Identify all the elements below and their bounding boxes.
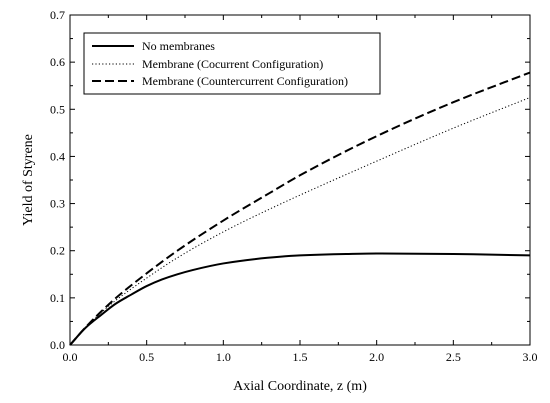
x-axis-title: Axial Coordinate, z (m): [233, 379, 367, 394]
y-tick-label: 0.0: [50, 338, 65, 352]
series-layer: [69, 71, 531, 346]
y-axis-title: Yield of Styrene: [21, 134, 36, 226]
series-membrane-cocurrent: [69, 97, 531, 346]
y-tick-label: 0.7: [50, 8, 65, 22]
y-tick-label: 0.3: [50, 197, 65, 211]
series-no-membranes: [69, 252, 531, 346]
y-tick-label: 0.1: [50, 291, 65, 305]
x-tick-label: 1.0: [216, 350, 231, 364]
y-tick-label: 0.4: [50, 149, 65, 163]
legend-label-cocurrent: Membrane (Cocurrent Configuration): [142, 57, 323, 71]
x-tick-label: 1.5: [293, 350, 308, 364]
axis-ticks: 0.0 0.5 1.0 1.5 2.0 2.5 3.0 0.0 0.1 0.2 0.3 0.4 0.5 0…: [50, 8, 538, 364]
x-tick-label: 2.0: [369, 350, 384, 364]
y-tick-label: 0.6: [50, 55, 65, 69]
series-membrane-countercurrent: [69, 71, 531, 346]
x-tick-label: 2.5: [446, 350, 461, 364]
y-tick-label: 0.2: [50, 244, 65, 258]
y-tick-label: 0.5: [50, 102, 65, 116]
x-tick-label: 0.0: [63, 350, 78, 364]
legend-label-countercurrent: Membrane (Countercurrent Configuration): [142, 74, 348, 88]
x-tick-label: 0.5: [139, 350, 154, 364]
x-tick-label: 3.0: [523, 350, 538, 364]
legend-label-no-membranes: No membranes: [142, 39, 215, 53]
legend: No membranes Membrane (Cocurrent Configu…: [83, 32, 381, 95]
